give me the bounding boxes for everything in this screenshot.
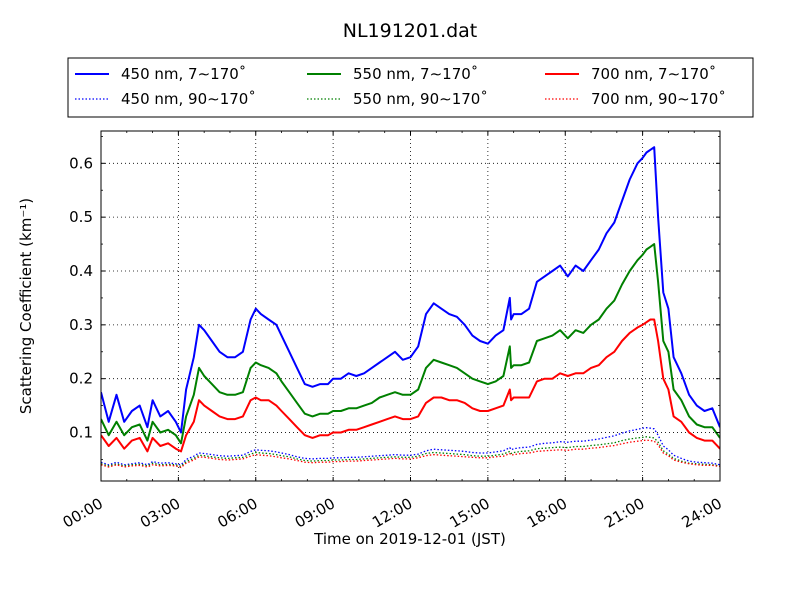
y-tick-label: 0.2 [69,370,93,388]
x-tick-label: 18:00 [524,494,570,531]
x-tick-label: 24:00 [679,494,725,531]
x-tick-labels: 00:00 03:00 06:00 09:00 12:00 15:00 18:00 21:00… [60,494,725,531]
y-tick-label: 0.1 [69,424,93,442]
x-tick-label: 09:00 [292,494,338,531]
ticks [100,131,721,481]
series-line-2 [101,243,720,445]
y-axis-label: Scattering Coefficient (km⁻¹) [17,198,35,414]
chart-title: NL191201.dat [343,20,478,42]
x-tick-label: 21:00 [601,494,647,531]
x-tick-label: 12:00 [369,494,415,531]
series-line-5 [101,436,720,468]
y-tick-label: 0.3 [69,316,93,334]
x-tick-label: 06:00 [214,494,260,531]
series-line-3 [101,318,720,453]
y-tick-labels: 0.1 0.2 0.3 0.4 0.5 0.6 [69,154,93,441]
series-layer [101,146,720,469]
y-tick-label: 0.5 [69,208,93,226]
legend-label-6: 700 nm, 90∼170˚ [591,90,726,108]
x-tick-label: 15:00 [447,494,493,531]
legend-label-2: 550 nm, 7∼170˚ [353,65,478,83]
x-tick-label: 03:00 [137,494,183,531]
plot-area [100,130,721,482]
legend: 450 nm, 7∼170˚ 550 nm, 7∼170˚ 700 nm, 7∼17… [67,57,754,118]
plot-background [101,131,720,481]
legend-label-1: 450 nm, 7∼170˚ [121,65,246,83]
x-tick-label: 00:00 [60,494,106,531]
y-tick-label: 0.4 [69,262,93,280]
series-line-1 [101,146,720,434]
series-line-4 [101,427,720,466]
legend-label-4: 450 nm, 90∼170˚ [121,90,256,108]
y-tick-label: 0.6 [69,154,93,172]
legend-label-5: 550 nm, 90∼170˚ [353,90,488,108]
legend-box [67,57,754,118]
legend-label-3: 700 nm, 7∼170˚ [591,65,716,83]
x-axis-label: Time on 2019-12-01 (JST) [313,530,506,548]
